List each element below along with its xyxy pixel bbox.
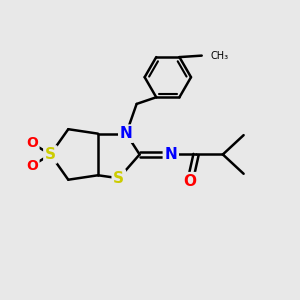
Text: S: S bbox=[113, 171, 124, 186]
Text: O: O bbox=[26, 136, 38, 150]
Text: CH₃: CH₃ bbox=[210, 51, 228, 61]
Text: N: N bbox=[120, 126, 133, 141]
Text: N: N bbox=[164, 147, 177, 162]
Text: O: O bbox=[184, 174, 196, 189]
Text: S: S bbox=[45, 147, 56, 162]
Text: O: O bbox=[26, 159, 38, 173]
